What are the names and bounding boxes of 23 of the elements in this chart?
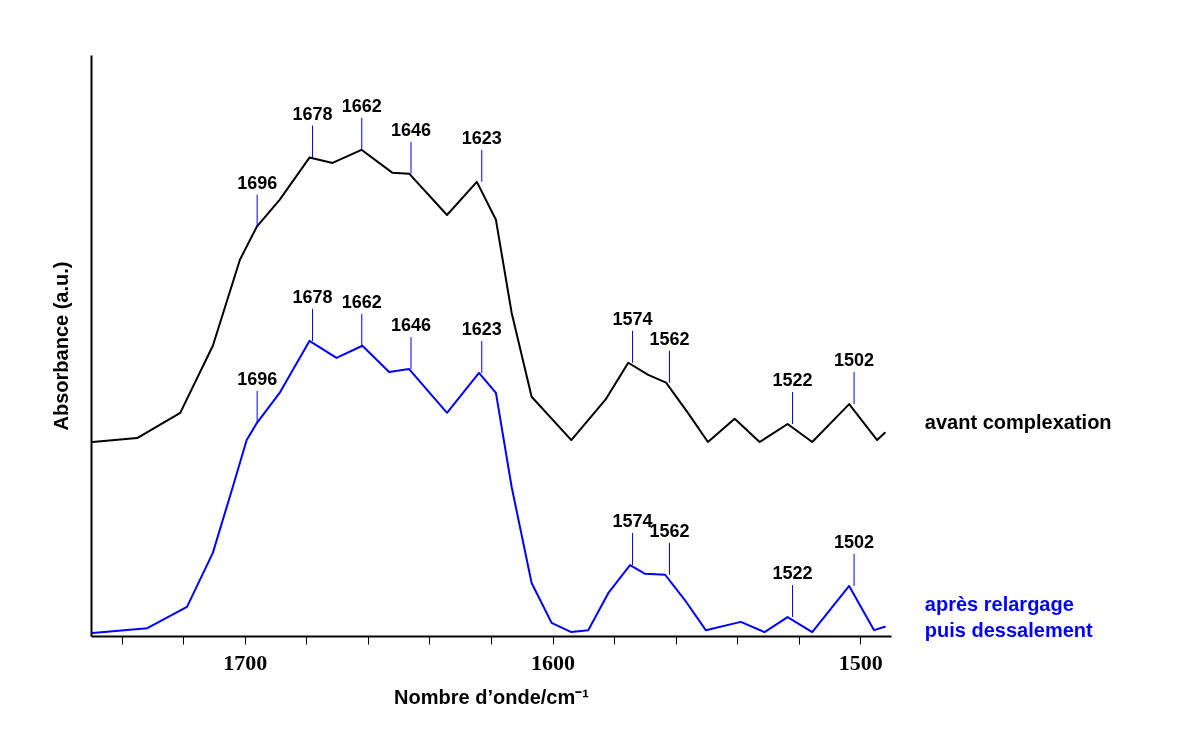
annotation: 1646 bbox=[390, 315, 432, 336]
annotation: 1522 bbox=[772, 370, 813, 391]
annotation: 1502 bbox=[834, 531, 875, 552]
x-axis-title: Nombre d’onde/cm⁻¹ bbox=[394, 685, 590, 708]
x-tick-label: 1500 bbox=[838, 649, 883, 675]
annotation: 1662 bbox=[341, 291, 382, 312]
annotation: 1696 bbox=[237, 172, 278, 193]
y-axis-title: Absorbance (a.u.) bbox=[49, 261, 72, 431]
annotation: 1522 bbox=[772, 563, 813, 584]
annotation: 1623 bbox=[461, 318, 502, 339]
annotation: 1574 bbox=[612, 308, 653, 329]
annotation: 1562 bbox=[649, 328, 690, 349]
annotation: 1696 bbox=[237, 369, 278, 390]
annotation: 1623 bbox=[461, 127, 502, 148]
annotation: 1678 bbox=[292, 286, 333, 307]
annotation: 1502 bbox=[834, 350, 875, 371]
annotation: 1662 bbox=[341, 95, 382, 116]
x-tick-label: 1600 bbox=[531, 649, 576, 675]
annotation: 1646 bbox=[390, 119, 432, 140]
annotation: 1678 bbox=[292, 103, 333, 124]
x-tick-label: 1700 bbox=[223, 649, 268, 675]
text: après relargage puis dessalement bbox=[924, 592, 1094, 641]
series-label: avant complexation bbox=[924, 410, 1112, 433]
